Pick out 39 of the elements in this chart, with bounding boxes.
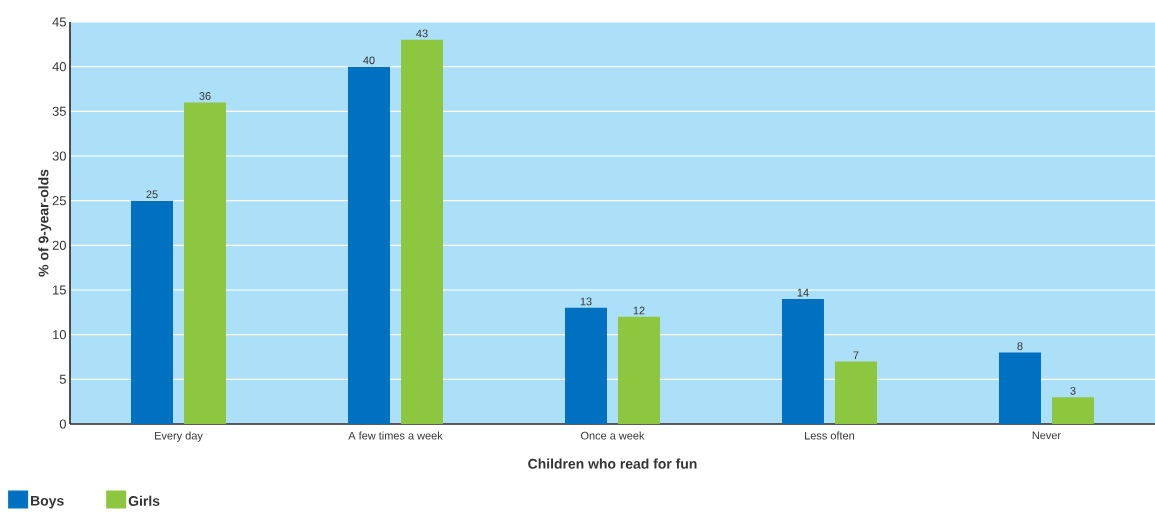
y-tick-label: 35 [52,106,66,116]
y-tick-label: 10 [53,330,66,340]
legend-label: Girls [128,495,160,506]
legend-label: Boys [31,495,64,509]
bar [401,39,443,424]
data-label: 8 [1017,342,1023,350]
bar [348,66,390,424]
x-axis-title: Children who read for fun [528,458,697,469]
y-tick-label: 40 [52,62,66,72]
data-label: 7 [853,351,859,359]
data-label: 14 [797,288,809,297]
data-label: 3 [1070,386,1076,395]
data-label: 13 [580,297,592,306]
y-tick-label: 20 [52,240,66,250]
bar [1051,397,1094,424]
bar [781,298,824,424]
bar [617,316,660,424]
bar [998,352,1041,424]
x-tick-label: Less often [805,431,855,440]
bar [564,307,607,424]
y-tick-label: 45 [52,17,66,27]
x-tick-label: Never [1032,431,1061,440]
data-label: 43 [416,29,428,38]
y-tick-label: 25 [52,196,66,206]
y-tick-label: 30 [52,151,66,161]
bar [834,361,877,424]
data-label: 25 [146,190,158,199]
y-axis-title: % of 9-year-olds [38,169,52,277]
y-tick-label: 15 [53,285,66,295]
bar [184,102,226,424]
x-tick-label: A few times a week [348,431,443,440]
bar [131,200,174,424]
y-tick-label: 5 [59,374,66,384]
data-label: 40 [363,56,375,65]
data-label: 12 [633,306,645,315]
data-label: 36 [199,92,211,100]
x-tick-label: Once a week [581,431,645,440]
y-tick-label: 0 [59,419,66,429]
x-tick-label: Every day [155,431,203,442]
